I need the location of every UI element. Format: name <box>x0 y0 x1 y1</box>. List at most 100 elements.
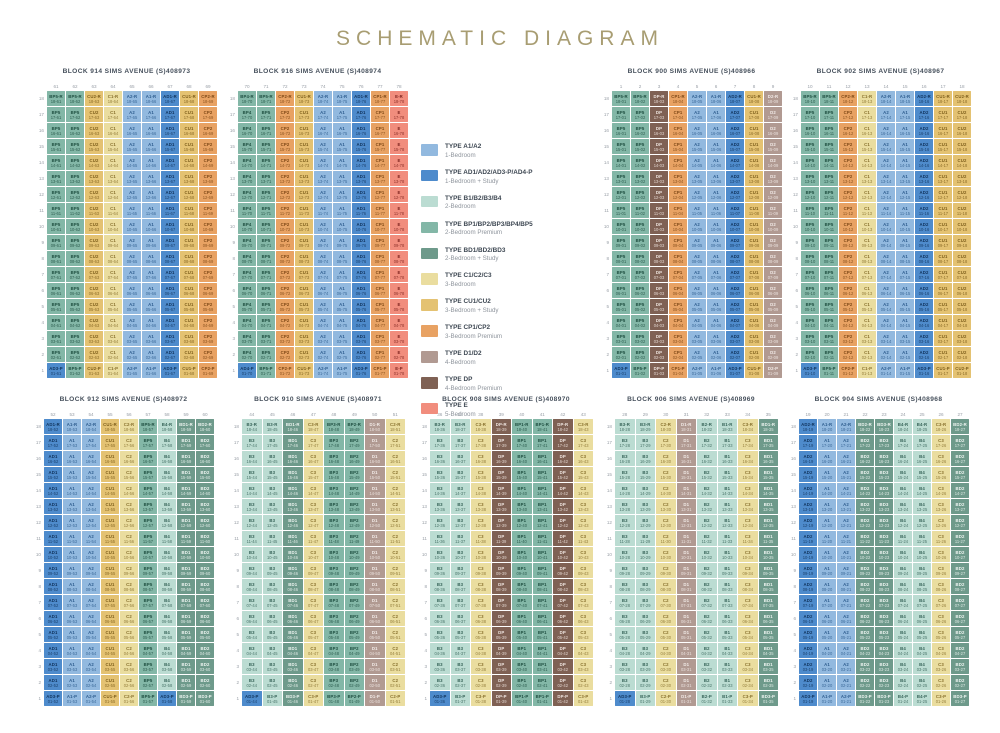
unit-type: CP2 <box>843 157 853 163</box>
unit-type: C3 <box>744 597 751 603</box>
unit-number: 15-54 <box>85 474 97 480</box>
unit-number: 01-45 <box>267 698 278 704</box>
unit-cell: A1-P 01-75 <box>333 363 351 378</box>
unit-cell: B3 05-44 <box>242 627 262 642</box>
unit-type: BD3-P <box>858 693 872 699</box>
unit-cell: C3 12-38 <box>471 515 491 530</box>
unit-type: CP2 <box>203 269 213 275</box>
floor-label: 11 <box>422 536 427 541</box>
unit-cell: BP1 09-41 <box>532 563 552 578</box>
unit-number: 03-69 <box>202 338 214 344</box>
unit-cell: BD2 03-22 <box>856 659 874 674</box>
stack-number: 55 <box>107 412 113 417</box>
unit-number: 06-10 <box>804 290 816 296</box>
stack-number: 76 <box>358 84 364 89</box>
unit-type: B4 <box>919 613 925 619</box>
unit-cell: C2 12-30 <box>656 515 676 530</box>
unit-type: E <box>397 349 401 355</box>
unit-cell: BD2 05-22 <box>856 627 874 642</box>
unit-number: 04-59 <box>180 650 192 656</box>
stack-number: 12 <box>845 84 851 89</box>
unit-number: 18-24 <box>897 426 909 432</box>
unit-number: 02-57 <box>142 682 154 688</box>
unit-type: BP5 <box>616 205 626 211</box>
unit-cell: AD1 08-52 <box>44 579 62 594</box>
unit-number: 14-40 <box>516 490 527 496</box>
unit-number: 04-70 <box>241 322 253 328</box>
unit-cell: CP1 10-04 <box>669 219 687 234</box>
unit-cell: CU1 08-17 <box>934 251 952 266</box>
unit-number: 08-07 <box>729 258 741 264</box>
unit-type: AD1 <box>356 173 366 179</box>
unit-type: AD2 <box>730 349 740 355</box>
unit-cell: BP5 05-02 <box>631 299 649 314</box>
unit-number: 11-33 <box>722 538 733 544</box>
unit-cell: AD2 12-07 <box>726 187 744 202</box>
floor-label: 16 <box>603 128 609 133</box>
unit-type: C3-P <box>742 693 753 699</box>
unit-cell: C2 06-56 <box>120 611 138 626</box>
unit-cell: B4 15-58 <box>158 467 176 482</box>
unit-number: 15-29 <box>640 474 651 480</box>
unit-number: 16-52 <box>47 458 59 464</box>
unit-number: 08-67 <box>164 258 176 264</box>
unit-type: D1 <box>683 645 690 651</box>
unit-type: A1 <box>148 253 154 259</box>
unit-number: 01-31 <box>681 698 692 704</box>
unit-type: CU1 <box>938 125 948 131</box>
stack-number: 38 <box>478 412 484 417</box>
unit-type: C2-R <box>660 421 671 427</box>
unit-cell: C2 17-56 <box>120 435 138 450</box>
unit-cell: B3 06-29 <box>635 611 655 626</box>
unit-number: 13-05 <box>691 178 703 184</box>
unit-number: 15-17 <box>937 146 949 152</box>
unit-number: 16-33 <box>722 458 733 464</box>
unit-cell: C3 06-34 <box>738 611 758 626</box>
unit-number: 11-37 <box>455 538 466 544</box>
unit-number: 05-28 <box>619 634 630 640</box>
unit-cell: CP1 07-04 <box>669 267 687 282</box>
unit-number: 01-57 <box>142 698 154 704</box>
unit-cell: CU2 16-18 <box>953 123 971 138</box>
stack-number: 34 <box>745 412 751 417</box>
unit-type: BP5 <box>635 253 645 259</box>
unit-type: BP5 <box>70 253 80 259</box>
unit-number: 14-35 <box>763 490 774 496</box>
unit-cell: C3 02-26 <box>932 675 950 690</box>
unit-number: 17-02 <box>634 114 646 120</box>
unit-cell: BD2 08-22 <box>856 579 874 594</box>
legend-type-code: TYPE BD1/BD2/BD3 <box>445 246 506 254</box>
unit-number: 11-18 <box>956 210 968 216</box>
unit-number: 02-54 <box>85 682 97 688</box>
unit-cell: A2-P 01-65 <box>123 363 141 378</box>
unit-number: 17-14 <box>880 114 892 120</box>
legend-swatch <box>421 299 438 311</box>
unit-type: A1 <box>339 333 345 339</box>
unit-number: 03-45 <box>267 666 278 672</box>
unit-cell: E 03-78 <box>390 331 408 346</box>
unit-cell: A1 06-75 <box>333 283 351 298</box>
unit-type: A2 <box>129 205 135 211</box>
unit-cell: CP2 14-12 <box>839 155 857 170</box>
unit-type: BP5 <box>616 301 626 307</box>
floor-label: 9 <box>232 240 235 245</box>
floor-label: 10 <box>35 552 41 557</box>
unit-number: 04-48 <box>328 650 339 656</box>
unit-number: 16-09 <box>767 130 779 136</box>
unit-type: C3-P <box>475 693 486 699</box>
unit-type: BP5 <box>70 157 80 163</box>
unit-cell: BD1 10-35 <box>758 547 778 562</box>
unit-cell: A2-R 18-54 <box>82 419 100 434</box>
unit-type: A1 <box>713 237 719 243</box>
unit-cell: CU1 14-73 <box>295 155 313 170</box>
unit-type: CU1 <box>749 269 759 275</box>
unit-cell: A1 14-53 <box>63 483 81 498</box>
unit-type: BD1 <box>763 485 773 491</box>
unit-number: 18-60 <box>199 426 211 432</box>
unit-type: BD1 <box>288 613 298 619</box>
unit-number: 07-20 <box>821 602 833 608</box>
unit-type: B3 <box>248 469 255 475</box>
unit-cell: CU2 12-18 <box>953 187 971 202</box>
unit-number: 01-74 <box>317 370 329 376</box>
unit-number: 16-38 <box>475 458 486 464</box>
